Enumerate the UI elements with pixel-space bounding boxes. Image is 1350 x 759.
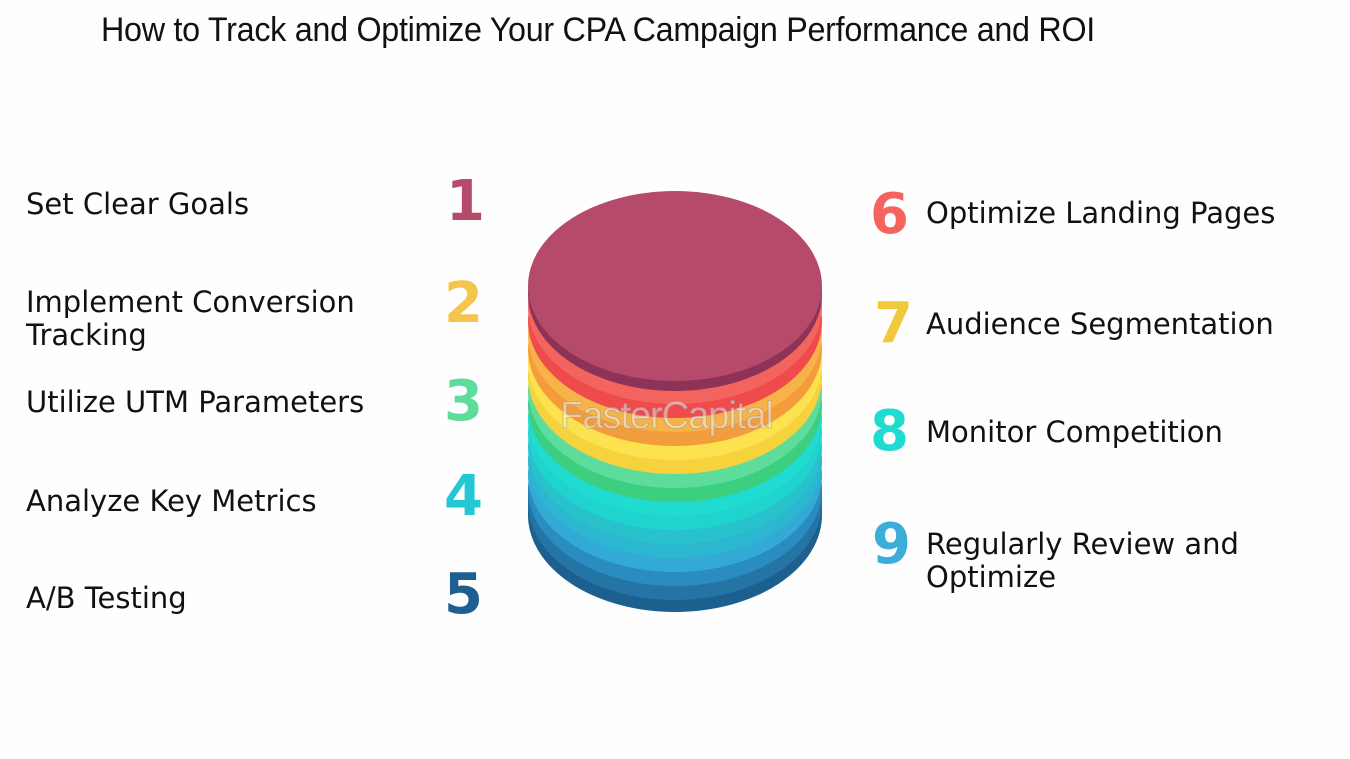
step-3-label: Utilize UTM Parameters bbox=[26, 385, 365, 419]
step-9-number: 9 bbox=[872, 512, 911, 577]
step-4-number: 4 bbox=[444, 464, 483, 529]
step-7-label: Audience Segmentation bbox=[926, 307, 1274, 341]
step-9-label: Regularly Review and Optimize bbox=[926, 527, 1239, 594]
step-5-number: 5 bbox=[444, 562, 483, 627]
step-6-number: 6 bbox=[870, 182, 909, 247]
step-8-label: Monitor Competition bbox=[926, 415, 1223, 449]
watermark: FasterCapital bbox=[560, 395, 775, 438]
step-6-label: Optimize Landing Pages bbox=[926, 196, 1276, 230]
page-title: How to Track and Optimize Your CPA Campa… bbox=[101, 11, 1095, 49]
step-2-number: 2 bbox=[444, 271, 483, 336]
stacked-cylinder-graphic bbox=[528, 191, 822, 612]
step-3-number: 3 bbox=[444, 369, 483, 434]
step-7-number: 7 bbox=[874, 291, 913, 356]
step-1-label: Set Clear Goals bbox=[26, 187, 250, 221]
step-1-number: 1 bbox=[446, 169, 485, 234]
step-4-label: Analyze Key Metrics bbox=[26, 484, 317, 518]
step-8-number: 8 bbox=[870, 399, 909, 464]
step-5-label: A/B Testing bbox=[26, 581, 187, 615]
step-2-label: Implement Conversion Tracking bbox=[26, 285, 355, 352]
